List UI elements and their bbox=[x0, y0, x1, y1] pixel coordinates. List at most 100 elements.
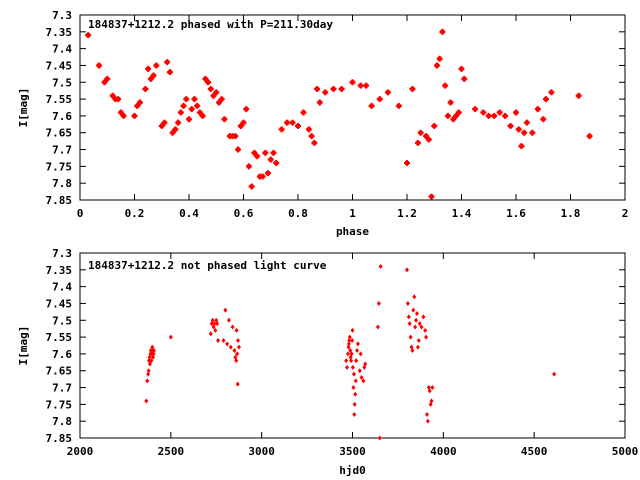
data-point bbox=[120, 112, 127, 119]
data-point bbox=[147, 361, 152, 367]
data-point bbox=[496, 109, 503, 116]
data-point bbox=[166, 69, 173, 76]
data-point bbox=[245, 163, 252, 170]
data-point bbox=[575, 92, 582, 99]
data-point bbox=[431, 123, 438, 129]
data-point bbox=[353, 391, 358, 397]
y-tick-label: 7.35 bbox=[46, 264, 73, 277]
data-point bbox=[226, 317, 231, 323]
y-tick-label: 7.5 bbox=[52, 314, 72, 327]
data-point bbox=[235, 381, 240, 387]
data-point bbox=[236, 337, 241, 343]
data-point bbox=[199, 112, 206, 119]
data-point bbox=[232, 133, 239, 140]
data-point bbox=[361, 378, 366, 384]
data-point bbox=[518, 143, 525, 150]
data-point bbox=[412, 294, 417, 300]
data-point bbox=[375, 324, 380, 330]
data-point bbox=[417, 321, 422, 327]
data-point bbox=[447, 99, 454, 106]
data-point bbox=[236, 344, 241, 350]
data-point bbox=[146, 371, 151, 377]
data-point bbox=[427, 388, 432, 394]
y-tick-label: 7.45 bbox=[46, 59, 73, 72]
data-point bbox=[415, 344, 420, 350]
plot-frame bbox=[79, 14, 626, 201]
data-point bbox=[151, 351, 156, 357]
y-tick-label: 7.35 bbox=[46, 26, 73, 39]
data-point bbox=[407, 321, 412, 327]
data-point bbox=[485, 112, 492, 119]
y-tick-label: 7.4 bbox=[52, 281, 72, 294]
data-point bbox=[405, 300, 410, 306]
data-point bbox=[414, 139, 421, 146]
data-point bbox=[529, 129, 536, 136]
data-point bbox=[436, 55, 443, 62]
x-tick-label: 1.8 bbox=[561, 207, 581, 220]
data-point bbox=[305, 126, 312, 133]
x-tick-label: 5000 bbox=[612, 445, 639, 458]
data-point bbox=[228, 344, 233, 350]
data-point bbox=[177, 109, 184, 116]
data-point bbox=[150, 72, 157, 79]
x-tick-label: 0.6 bbox=[234, 207, 254, 220]
data-point bbox=[350, 337, 355, 343]
y-axis-label: I[mag] bbox=[17, 326, 30, 366]
data-point bbox=[515, 126, 522, 133]
data-point bbox=[491, 112, 498, 119]
data-point bbox=[85, 32, 92, 39]
data-point bbox=[168, 334, 173, 340]
data-point bbox=[150, 344, 155, 350]
data-point bbox=[472, 106, 479, 113]
data-point bbox=[351, 385, 356, 391]
x-tick-label: 0.8 bbox=[288, 207, 308, 220]
data-point bbox=[186, 116, 192, 123]
data-point bbox=[235, 146, 242, 153]
data-point bbox=[424, 334, 429, 340]
data-point bbox=[377, 435, 382, 441]
plot-frame bbox=[79, 252, 626, 439]
data-point bbox=[136, 99, 143, 106]
data-point bbox=[210, 317, 215, 323]
data-point bbox=[259, 173, 266, 180]
y-tick-label: 7.3 bbox=[52, 9, 72, 22]
data-point bbox=[207, 86, 214, 92]
data-point bbox=[145, 65, 152, 72]
data-point bbox=[131, 112, 138, 119]
data-point bbox=[421, 314, 426, 320]
x-tick-label: 1.4 bbox=[452, 207, 472, 220]
y-tick-label: 7.65 bbox=[46, 127, 73, 140]
y-tick-label: 7.45 bbox=[46, 297, 73, 310]
data-point bbox=[428, 193, 435, 200]
data-point bbox=[194, 102, 201, 109]
data-point bbox=[172, 126, 179, 133]
x-tick-label: 4500 bbox=[521, 445, 548, 458]
data-point bbox=[354, 358, 359, 364]
data-point bbox=[322, 89, 329, 96]
data-point bbox=[352, 411, 357, 417]
data-point bbox=[376, 300, 381, 306]
data-point bbox=[425, 418, 430, 424]
data-point bbox=[221, 337, 226, 343]
y-tick-label: 7.65 bbox=[46, 365, 73, 378]
data-point bbox=[480, 109, 487, 116]
data-point bbox=[308, 133, 315, 140]
data-point bbox=[149, 358, 154, 364]
data-point bbox=[349, 351, 354, 357]
x-tick-label: 2000 bbox=[67, 445, 94, 458]
data-point bbox=[552, 371, 557, 377]
y-tick-label: 7.8 bbox=[52, 415, 72, 428]
data-point bbox=[411, 307, 416, 313]
data-point bbox=[115, 96, 122, 103]
data-point bbox=[175, 119, 182, 126]
data-point bbox=[191, 96, 198, 103]
data-point bbox=[423, 327, 428, 333]
data-point bbox=[330, 86, 337, 92]
chart-title: 184837+1212.2 not phased light curve bbox=[88, 259, 327, 272]
data-point bbox=[353, 378, 358, 384]
y-tick-label: 7.75 bbox=[46, 398, 73, 411]
data-point bbox=[347, 337, 352, 343]
y-tick-label: 7.6 bbox=[52, 348, 72, 361]
data-point bbox=[406, 314, 411, 320]
